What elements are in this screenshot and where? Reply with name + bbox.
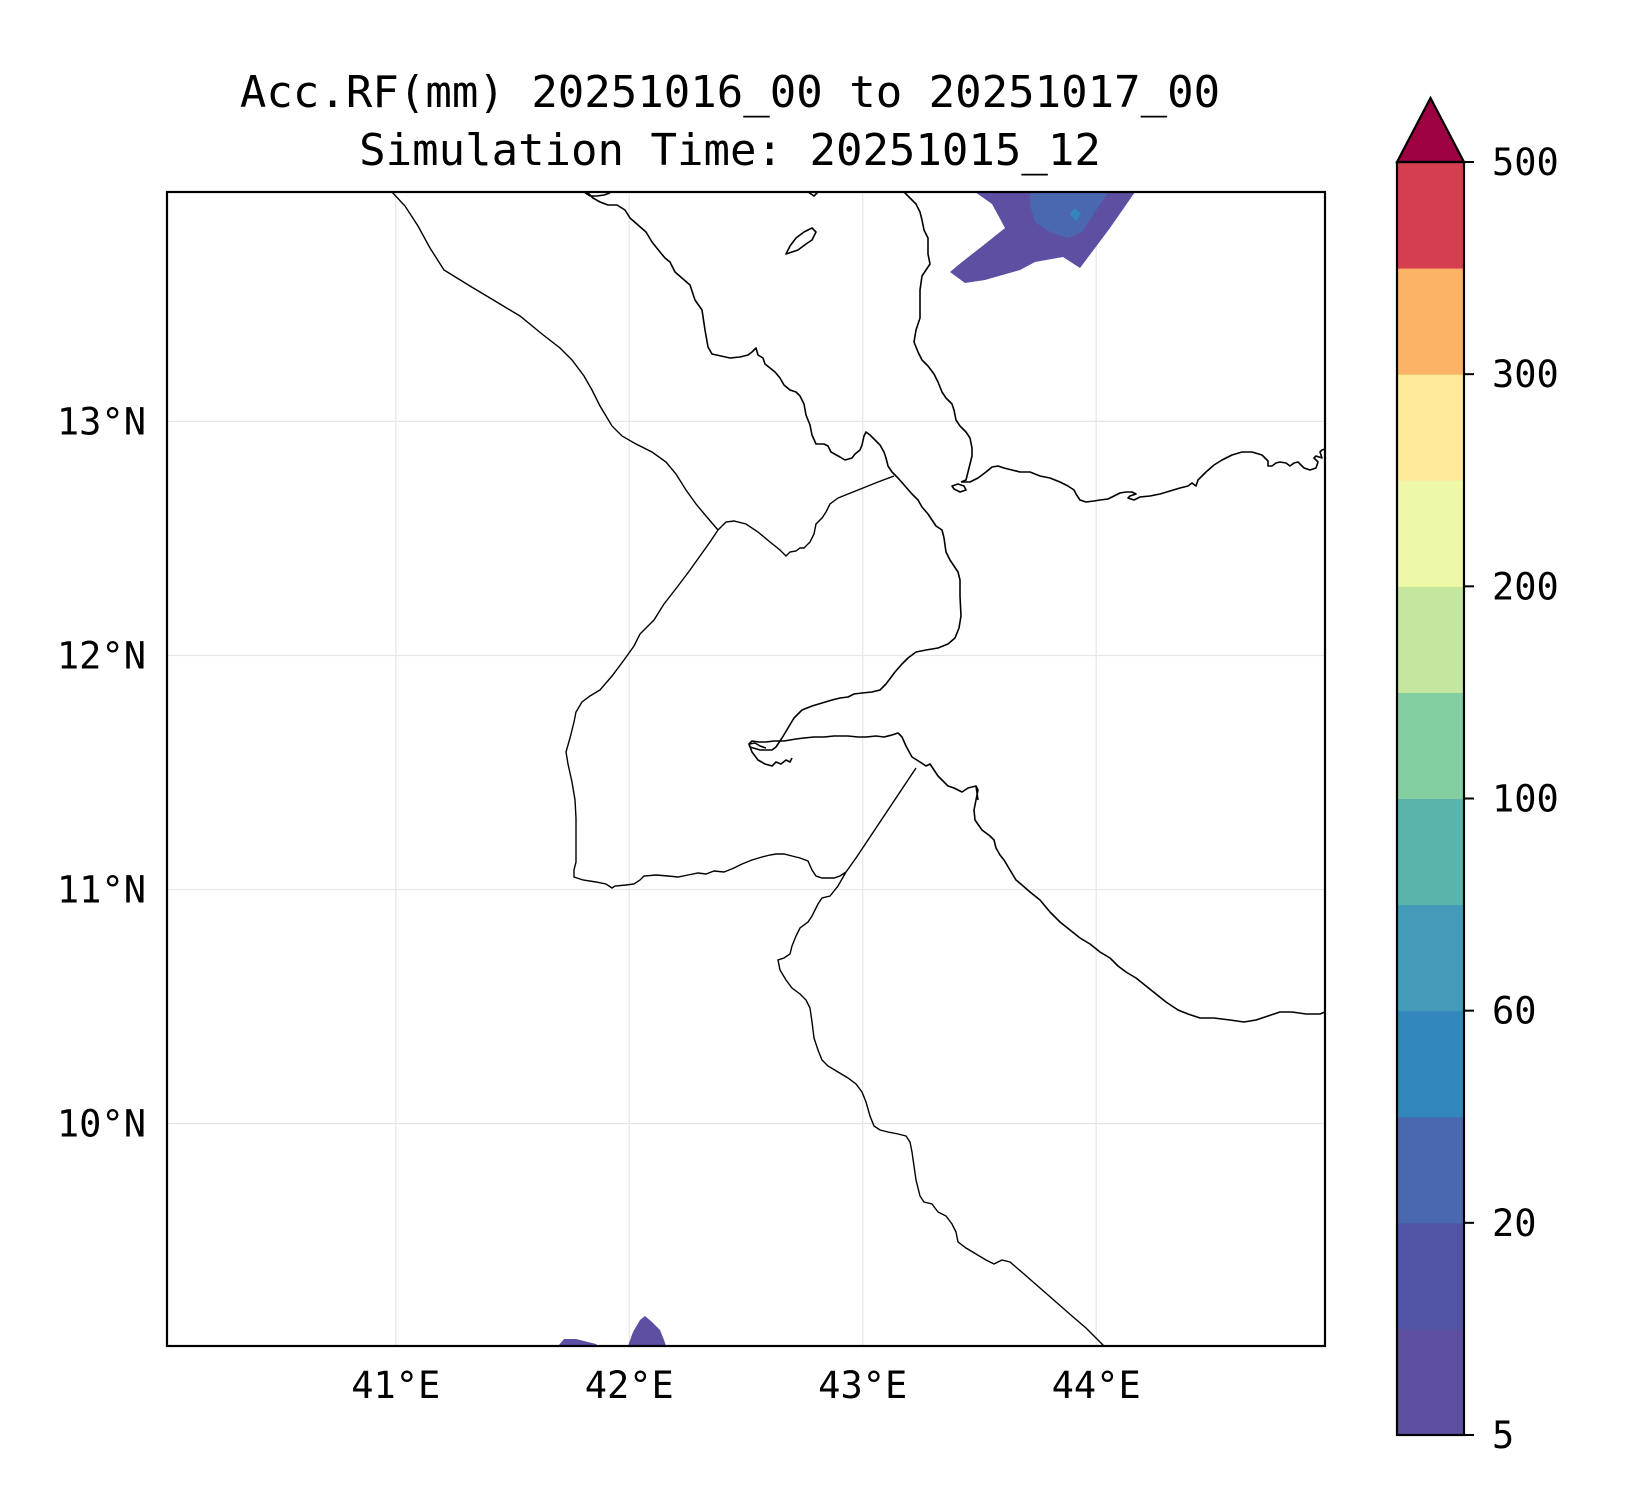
graticule bbox=[167, 192, 1325, 1346]
island-perim bbox=[951, 483, 967, 493]
border-ethiopia-djibouti-west bbox=[565, 529, 847, 889]
map-frame bbox=[165, 190, 1327, 1348]
x-axis-tick-labels: 41°E 42°E 43°E 44°E bbox=[351, 1364, 1141, 1407]
colorbar-segment bbox=[1397, 162, 1464, 269]
y-axis-tick-labels: 13°N 12°N 11°N 10°N bbox=[57, 400, 146, 1145]
y-tick-label: 10°N bbox=[57, 1103, 146, 1146]
coastline-yemen-west bbox=[903, 191, 973, 483]
y-tick-label: 13°N bbox=[57, 400, 146, 443]
island-red-sea-north bbox=[785, 227, 817, 255]
colorbar-segment bbox=[1397, 1116, 1464, 1224]
colorbar-segment bbox=[1397, 586, 1464, 693]
y-tick-label: 11°N bbox=[57, 869, 146, 912]
x-tick-label: 43°E bbox=[818, 1364, 907, 1407]
x-tick-label: 41°E bbox=[351, 1364, 440, 1407]
colorbar-tick-label: 200 bbox=[1492, 565, 1559, 608]
island-bab-el-mandeb bbox=[807, 191, 819, 197]
border-eritrea-ethiopia bbox=[391, 191, 719, 531]
colorbar-segment bbox=[1397, 1222, 1464, 1330]
colorbar-tick-label: 60 bbox=[1492, 990, 1537, 1033]
colorbar-segment bbox=[1397, 1010, 1464, 1118]
colorbar-segment bbox=[1397, 798, 1464, 906]
colorbar-tick-label: 500 bbox=[1492, 141, 1559, 184]
coastline-eritrea-djibouti bbox=[583, 191, 1326, 1023]
border-djibouti-north bbox=[717, 497, 839, 557]
colorbar-extend-arrow bbox=[1395, 95, 1466, 164]
x-tick-label: 44°E bbox=[1052, 1364, 1141, 1407]
country-borders bbox=[391, 191, 1105, 1347]
colorbar-tick-label: 300 bbox=[1492, 353, 1559, 396]
colorbar-segment bbox=[1397, 480, 1464, 587]
rainfall-patch-northeast-20-40 bbox=[1030, 192, 1108, 238]
rainfall-patch-south-b bbox=[628, 1316, 666, 1346]
rainfall-patches bbox=[558, 192, 1135, 1346]
colorbar-segment bbox=[1397, 374, 1464, 481]
map-background bbox=[167, 192, 1325, 1346]
coastlines bbox=[583, 191, 1326, 1023]
rainfall-patch-northeast-40-60 bbox=[1070, 208, 1081, 221]
y-tick-label: 12°N bbox=[57, 634, 146, 677]
colorbar-segment bbox=[1397, 692, 1464, 799]
colorbar-segment bbox=[1397, 268, 1464, 375]
coastline-gulf-of-tadjoura bbox=[748, 743, 793, 767]
coastline-yemen-south bbox=[961, 448, 1326, 503]
x-tick-label: 42°E bbox=[585, 1364, 674, 1407]
coastline-djibouti-south bbox=[975, 785, 979, 801]
colorbar-segment bbox=[1397, 904, 1464, 1012]
colorbar-tick-label: 100 bbox=[1492, 778, 1559, 821]
rainfall-patch-south-a bbox=[558, 1339, 598, 1346]
map-plot-area bbox=[165, 190, 1327, 1348]
coastline-tadjoura-west bbox=[748, 742, 767, 749]
border-ethiopia-somaliland bbox=[777, 871, 1105, 1347]
border-djibouti-somaliland bbox=[845, 767, 917, 873]
colorbar-segment bbox=[1397, 1328, 1464, 1436]
map-title-line-1: Acc.RF(mm) 20251016_00 to 20251017_00 bbox=[240, 67, 1220, 118]
colorbar-tick-label: 5 bbox=[1492, 1414, 1514, 1457]
border-eritrea-djibouti-east bbox=[837, 475, 895, 499]
colorbar-tick-label: 20 bbox=[1492, 1202, 1537, 1245]
colorbar: 5 20 60 100 200 300 500 bbox=[1395, 95, 1559, 1457]
map-title-line-2: Simulation Time: 20251015_12 bbox=[359, 125, 1101, 176]
